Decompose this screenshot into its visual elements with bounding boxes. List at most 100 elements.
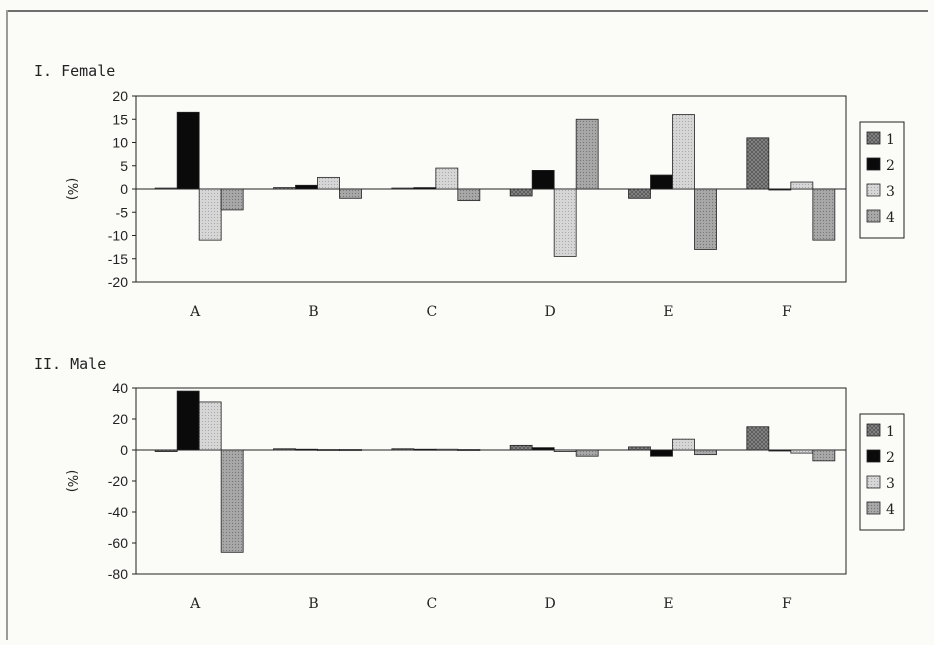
bar-A-series-1 — [154, 449, 178, 452]
legend-label-4: 4 — [886, 210, 895, 226]
legend-label-2: 2 — [886, 158, 895, 174]
bar-E-series-1 — [628, 446, 651, 451]
bar-D-series-1 — [509, 444, 533, 451]
bar-C-series-3 — [435, 167, 459, 190]
bar-B-series-4 — [339, 188, 362, 199]
bar-C-series-4 — [457, 188, 481, 202]
y-tick-label: 40 — [112, 380, 128, 396]
bar-A-series-2 — [176, 390, 200, 451]
y-tick-label: 5 — [120, 158, 128, 174]
bar-D-series-3 — [553, 449, 577, 452]
chart-panel-2: II. Male 40 20 0 -20 -40 -60 -80 (%) A B C D E F 1 2 3 4 — [34, 355, 905, 612]
bar-E-series-3 — [672, 438, 695, 451]
legend-swatch-4 — [866, 501, 881, 515]
bar-B-series-1 — [273, 448, 296, 451]
bar-E-series-3 — [672, 114, 695, 190]
bar-C-series-3 — [435, 448, 459, 451]
x-category-label: A — [189, 596, 201, 612]
bar-A-series-4 — [220, 449, 244, 553]
legend-swatch-2 — [866, 449, 881, 463]
bar-D-series-2 — [531, 169, 555, 190]
bar-C-series-2 — [413, 448, 437, 451]
bar-A-series-4 — [220, 188, 244, 211]
bar-C-series-4 — [457, 449, 481, 451]
legend-swatch-1 — [866, 131, 881, 145]
bar-A-series-3 — [198, 188, 222, 241]
legend-label-1: 1 — [886, 132, 895, 148]
y-tick-label: 10 — [112, 135, 128, 151]
bar-F-series-3 — [790, 449, 814, 454]
bar-F-series-1 — [746, 426, 770, 451]
chart-panel-1: I. Female 20 15 10 5 0 -5 -10 -15 -20 (%) A B C D E F 1 2 3… — [34, 62, 905, 320]
bar-F-series-2 — [768, 449, 792, 452]
legend-swatch-2 — [866, 157, 881, 171]
y-tick-label: -15 — [108, 251, 128, 267]
bar-E-series-1 — [628, 188, 651, 199]
y-tick-label: -10 — [108, 228, 128, 244]
bar-D-series-3 — [553, 188, 577, 257]
y-tick-label: -60 — [108, 535, 128, 551]
bar-A-series-2 — [176, 111, 200, 190]
bar-E-series-2 — [650, 174, 673, 190]
bar-C-series-2 — [413, 187, 437, 190]
bar-F-series-4 — [812, 449, 836, 462]
bar-D-series-1 — [509, 188, 533, 197]
x-category-label: A — [189, 304, 201, 320]
x-category-label: F — [782, 304, 792, 320]
bar-E-series-4 — [694, 188, 717, 250]
legend-label-3: 3 — [886, 184, 895, 200]
bar-C-series-1 — [391, 187, 415, 190]
legend-swatch-3 — [866, 475, 881, 489]
legend-label-4: 4 — [886, 502, 895, 518]
y-tick-label: -20 — [108, 473, 128, 489]
y-axis-label: (%) — [64, 178, 79, 201]
y-tick-label: -20 — [108, 274, 128, 290]
y-tick-label: -80 — [108, 566, 128, 582]
bar-E-series-2 — [650, 449, 673, 457]
x-category-label: F — [782, 596, 792, 612]
y-tick-label: 0 — [120, 442, 128, 458]
y-tick-label: 20 — [112, 88, 128, 104]
bar-B-series-3 — [317, 449, 340, 451]
bar-E-series-4 — [694, 449, 717, 456]
bar-B-series-4 — [339, 449, 362, 451]
x-category-label: D — [545, 304, 556, 320]
bar-F-series-4 — [812, 188, 836, 241]
legend-swatch-3 — [866, 183, 881, 197]
y-axis-label: (%) — [64, 470, 79, 493]
y-tick-label: 0 — [120, 181, 128, 197]
legend-label-2: 2 — [886, 450, 895, 466]
legend-box — [859, 413, 905, 531]
chart-title: I. Female — [34, 62, 115, 80]
bar-B-series-1 — [273, 187, 296, 190]
x-category-label: B — [308, 596, 318, 612]
x-category-label: E — [663, 304, 673, 320]
x-category-label: C — [426, 596, 437, 612]
x-category-label: C — [426, 304, 437, 320]
bar-B-series-2 — [295, 448, 318, 451]
bar-F-series-3 — [790, 181, 814, 190]
bar-D-series-2 — [531, 447, 555, 451]
x-category-label: D — [545, 596, 556, 612]
y-tick-label: -40 — [108, 504, 128, 520]
legend-swatch-1 — [866, 423, 881, 437]
bar-F-series-1 — [746, 137, 770, 190]
x-category-label: B — [308, 304, 318, 320]
bar-D-series-4 — [575, 449, 599, 457]
bar-A-series-3 — [198, 401, 222, 451]
bar-C-series-1 — [391, 448, 415, 451]
legend-label-3: 3 — [886, 476, 895, 492]
y-tick-label: 20 — [112, 411, 128, 427]
x-category-label: E — [663, 596, 673, 612]
bar-F-series-2 — [768, 188, 792, 191]
bar-B-series-3 — [317, 176, 340, 190]
legend-swatch-4 — [866, 209, 881, 223]
y-tick-label: -5 — [116, 204, 129, 220]
chart-title: II. Male — [34, 355, 106, 373]
bar-A-series-1 — [154, 187, 178, 190]
legend-label-1: 1 — [886, 424, 895, 440]
legend-box — [859, 121, 905, 239]
bar-D-series-4 — [575, 118, 599, 190]
